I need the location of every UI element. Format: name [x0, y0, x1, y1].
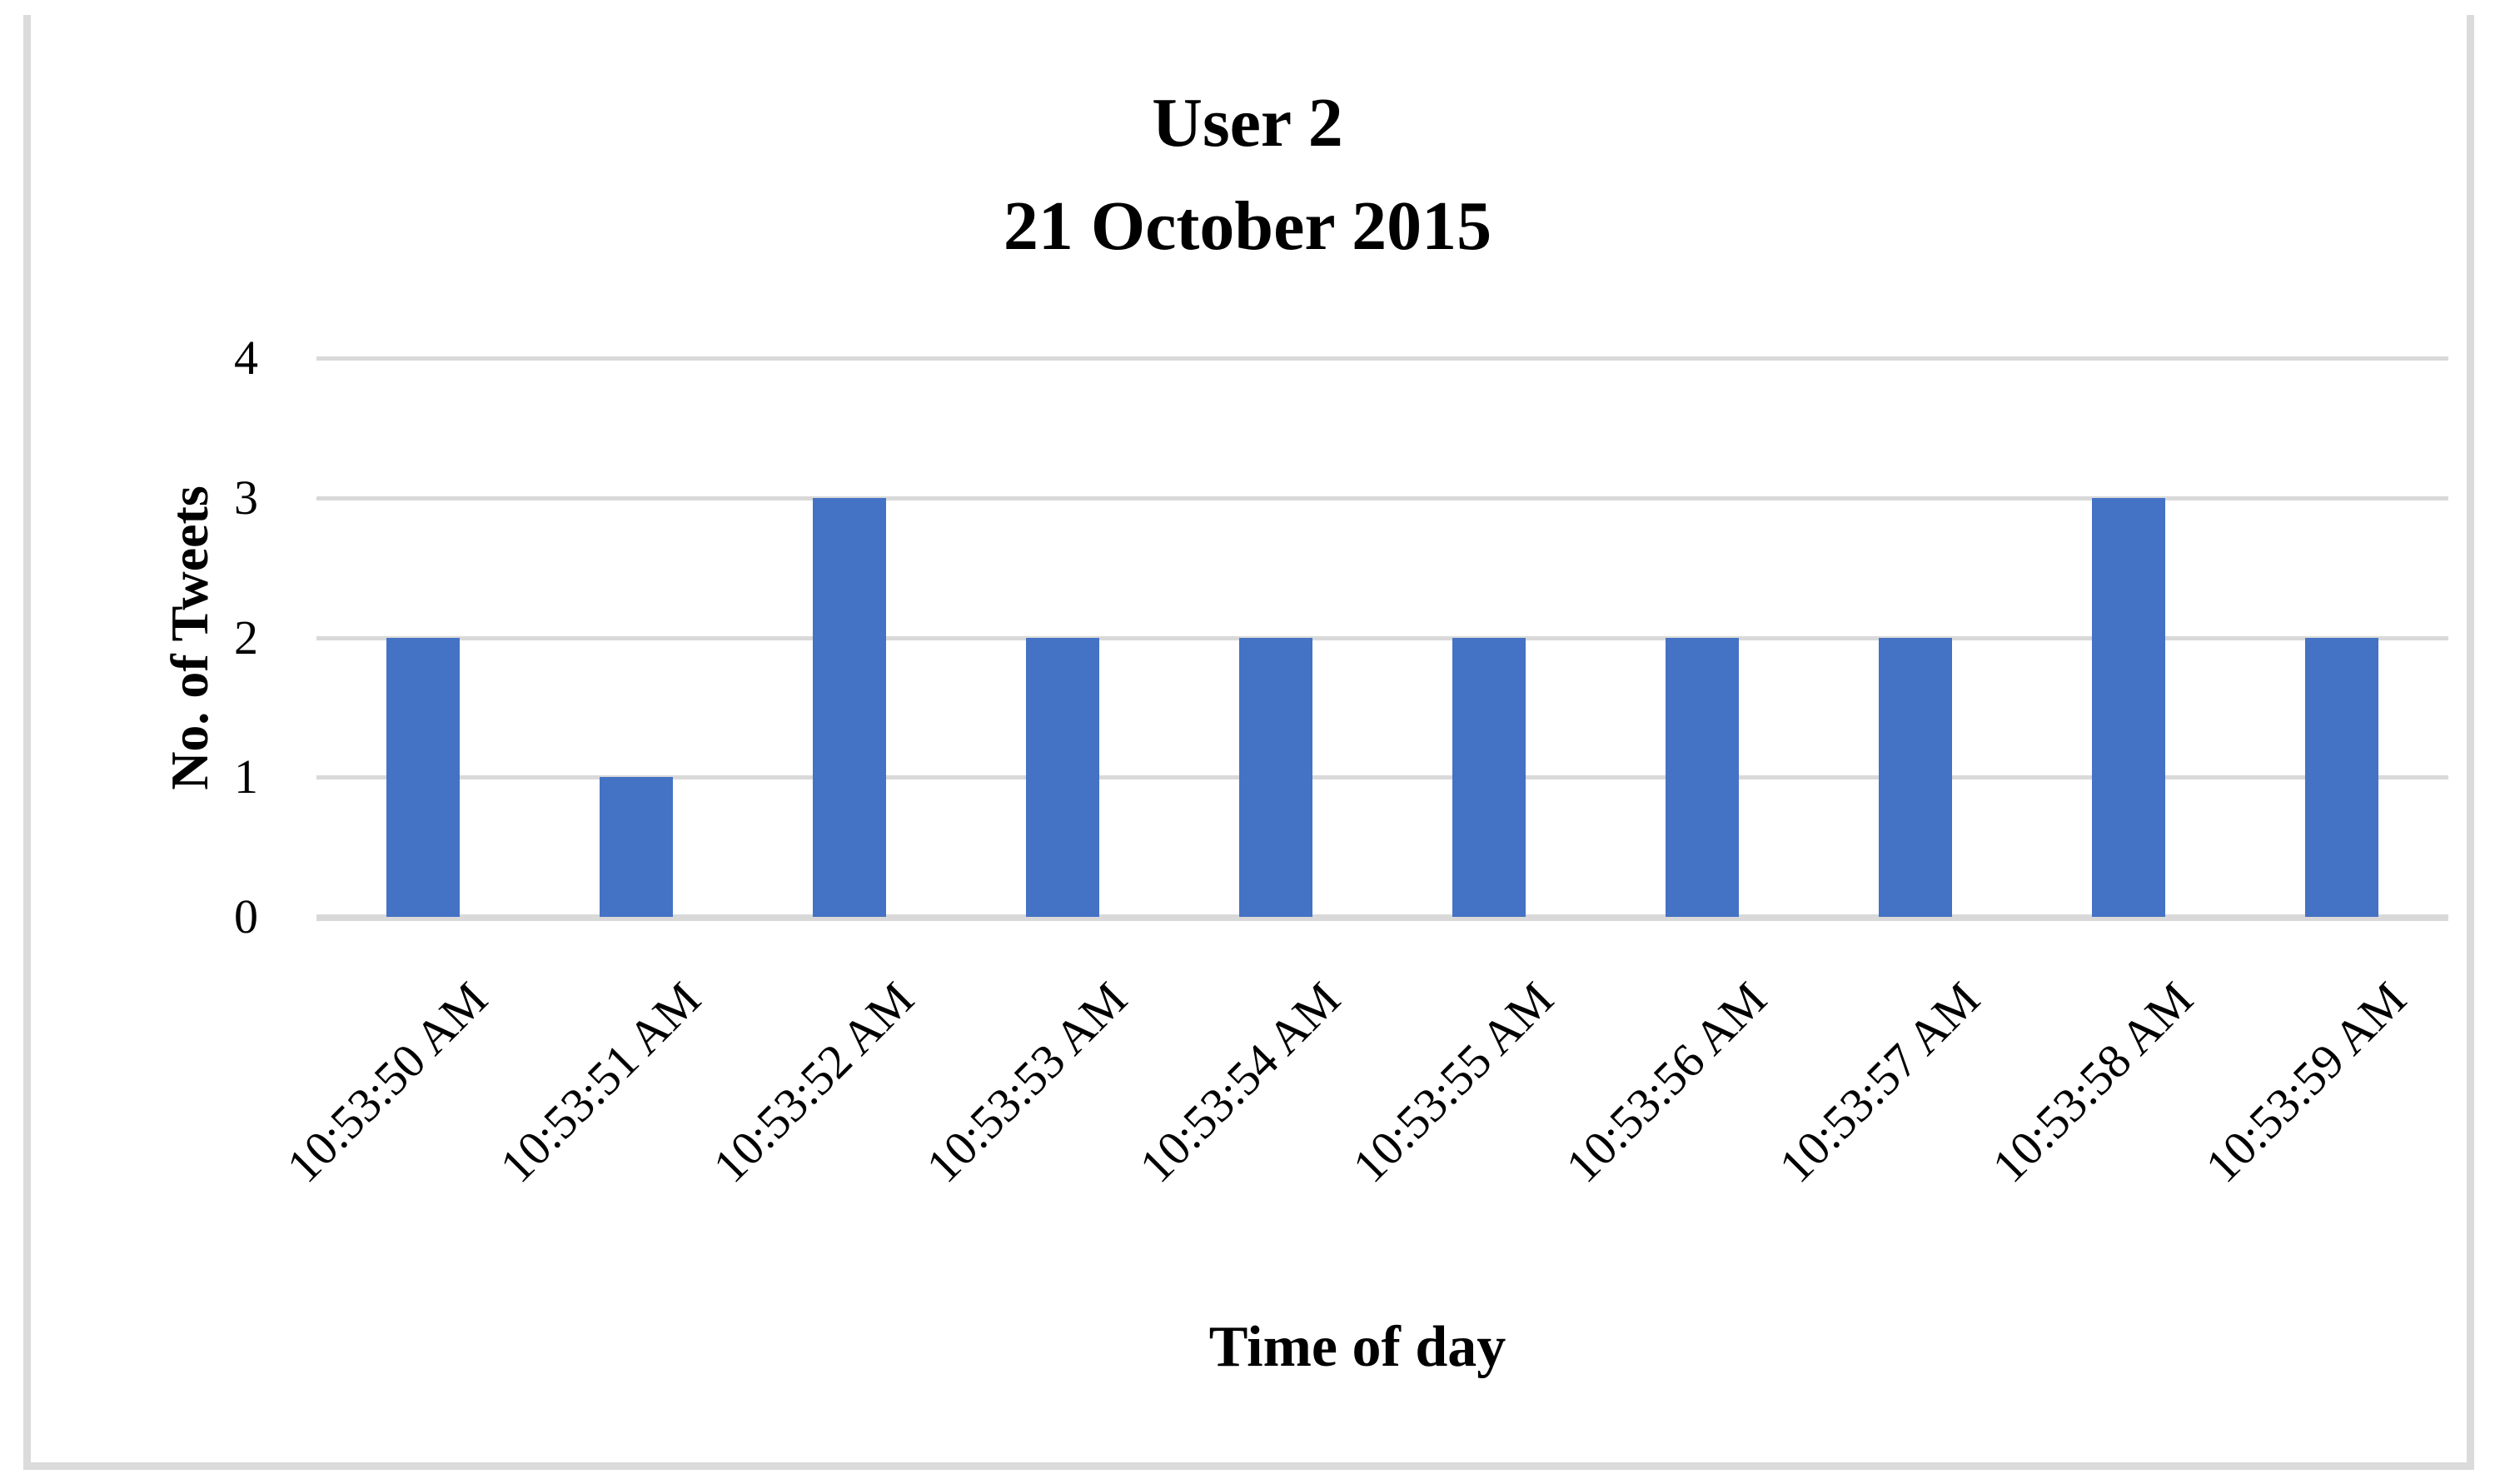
x-tick-label-10:53:51 AM: 10:53:51 AM — [489, 971, 711, 1193]
y-tick-label-1: 1 — [234, 749, 258, 804]
x-tick-label-10:53:53 AM: 10:53:53 AM — [915, 971, 1138, 1193]
bar-10:53:51 AM — [600, 777, 673, 917]
y-tick-label-3: 3 — [234, 470, 258, 525]
x-axis-line — [316, 914, 2448, 921]
plot-area — [316, 356, 2448, 921]
y-tick-label-0: 0 — [234, 889, 258, 944]
bar-10:53:55 AM — [1452, 637, 1526, 917]
x-tick-label-10:53:56 AM: 10:53:56 AM — [1555, 971, 1777, 1193]
gridline-y3 — [316, 495, 2448, 500]
x-tick-label-10:53:59 AM: 10:53:59 AM — [2194, 971, 2417, 1193]
bar-10:53:53 AM — [1026, 637, 1099, 917]
x-tick-label-10:53:58 AM: 10:53:58 AM — [1981, 971, 2204, 1193]
bar-10:53:59 AM — [2305, 637, 2378, 917]
chart-title-line-1: User 2 — [1152, 84, 1343, 162]
x-tick-label-10:53:52 AM: 10:53:52 AM — [702, 971, 924, 1193]
gridline-y2 — [316, 635, 2448, 640]
figure-border-left — [23, 15, 31, 1470]
x-tick-label-10:53:55 AM: 10:53:55 AM — [1342, 971, 1564, 1193]
y-tick-label-2: 2 — [234, 610, 258, 665]
bar-10:53:52 AM — [813, 497, 886, 917]
x-axis-title: Time of day — [1208, 1315, 1506, 1379]
x-tick-label-10:53:50 AM: 10:53:50 AM — [276, 971, 498, 1193]
bar-10:53:57 AM — [1879, 637, 1952, 917]
x-tick-label-10:53:57 AM: 10:53:57 AM — [1768, 971, 1990, 1193]
figure-border-bottom — [23, 1462, 2474, 1470]
bar-10:53:54 AM — [1239, 637, 1312, 917]
bar-10:53:50 AM — [386, 637, 460, 917]
y-tick-label-4: 4 — [234, 331, 258, 385]
gridline-y1 — [316, 775, 2448, 780]
chart-title-line-2: 21 October 2015 — [1003, 187, 1492, 265]
chart-title: User 2 21 October 2015 — [0, 72, 2495, 278]
x-tick-label-10:53:54 AM: 10:53:54 AM — [1128, 971, 1351, 1193]
bar-10:53:58 AM — [2092, 497, 2165, 917]
bar-10:53:56 AM — [1666, 637, 1739, 917]
gridline-y4 — [316, 356, 2448, 361]
figure-border-right — [2467, 15, 2474, 1470]
